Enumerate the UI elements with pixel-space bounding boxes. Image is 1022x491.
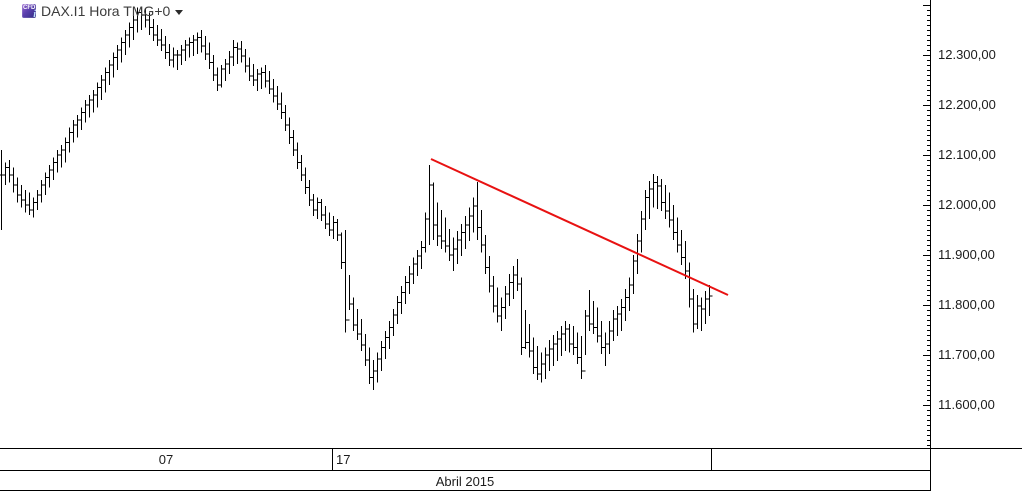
y-axis-label: 11.800,00 xyxy=(938,297,995,312)
info-icon: i xyxy=(33,9,36,20)
time-axis-day-label: 17 xyxy=(336,452,351,467)
trendline[interactable] xyxy=(430,158,729,296)
y-axis-label: 11.900,00 xyxy=(938,247,995,262)
y-axis-label: 12.300,00 xyxy=(938,47,996,62)
instrument-title[interactable]: DAX.I1 Hora TMG+0 xyxy=(41,3,171,19)
cfd-icon-label: CFD xyxy=(23,5,36,11)
y-axis-label: 11.600,00 xyxy=(938,397,995,412)
y-axis-label: 12.000,00 xyxy=(938,197,996,212)
price-axis[interactable]: 12.300,00 12.200,00 12.100,00 12.000,00 11.9… xyxy=(931,0,1022,448)
y-axis-label: 12.100,00 xyxy=(938,147,996,162)
time-axis-month-label: Abril 2015 xyxy=(435,474,495,489)
time-axis[interactable]: 07 17 Abril 2015 xyxy=(0,448,1022,491)
instrument-header[interactable]: CFD i DAX.I1 Hora TMG+0 xyxy=(22,3,184,20)
cfd-instrument-icon: CFD i xyxy=(22,4,36,20)
y-axis-label: 12.200,00 xyxy=(938,97,996,112)
time-axis-day-label: 07 xyxy=(158,452,174,467)
chevron-down-icon[interactable] xyxy=(175,9,184,15)
y-axis-label: 11.700,00 xyxy=(938,347,995,362)
